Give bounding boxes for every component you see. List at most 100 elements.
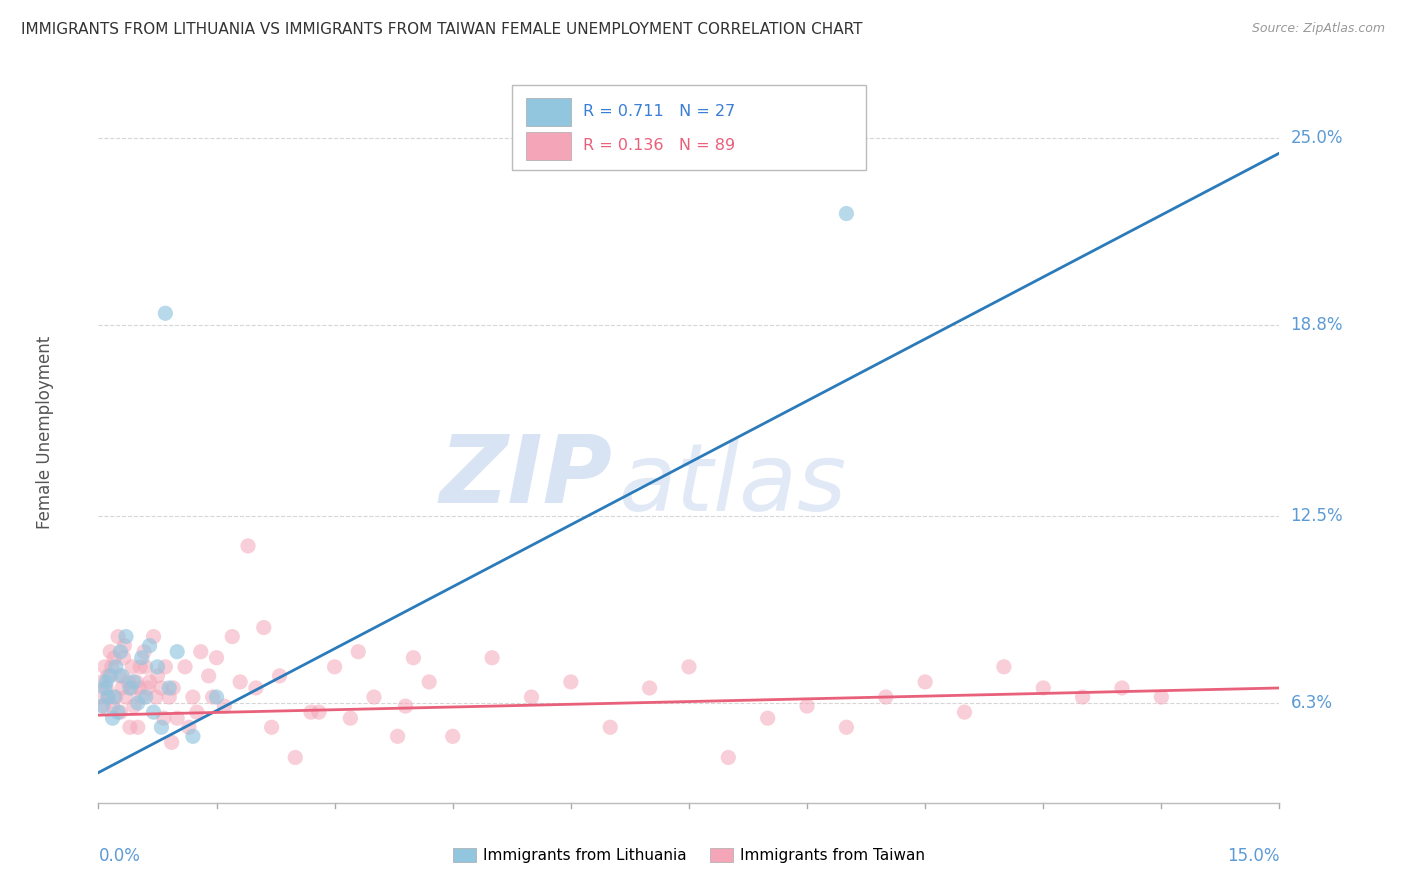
Point	[993, 660, 1015, 674]
Point	[91, 699, 114, 714]
Point	[387, 729, 409, 743]
Point	[110, 705, 132, 719]
Point	[157, 690, 180, 704]
Point	[103, 690, 125, 704]
Text: Female Unemployment: Female Unemployment	[37, 336, 55, 529]
Point	[135, 660, 157, 674]
Point	[121, 660, 143, 674]
Point	[347, 645, 370, 659]
Point	[112, 650, 135, 665]
Point	[110, 645, 132, 659]
FancyBboxPatch shape	[526, 98, 571, 126]
Point	[253, 621, 276, 635]
Point	[181, 690, 204, 704]
Point	[138, 674, 160, 689]
Point	[174, 660, 197, 674]
Point	[131, 650, 153, 665]
Point	[93, 660, 115, 674]
Point	[201, 690, 224, 704]
Point	[323, 660, 346, 674]
Point	[138, 639, 160, 653]
Point	[756, 711, 779, 725]
Point	[128, 681, 150, 695]
Point	[155, 306, 177, 320]
Point	[155, 660, 177, 674]
Point	[98, 645, 121, 659]
Point	[127, 720, 149, 734]
Point	[97, 690, 120, 704]
Point	[122, 674, 145, 689]
Point	[1032, 681, 1054, 695]
Point	[136, 681, 159, 695]
Point	[229, 674, 252, 689]
Point	[166, 711, 188, 725]
Point	[835, 720, 858, 734]
Point	[111, 669, 134, 683]
Text: atlas: atlas	[619, 439, 846, 530]
Point	[363, 690, 385, 704]
Text: 15.0%: 15.0%	[1227, 847, 1279, 865]
Point	[599, 720, 621, 734]
Point	[205, 650, 228, 665]
Point	[186, 705, 208, 719]
Point	[260, 720, 283, 734]
Point	[146, 660, 169, 674]
Point	[101, 699, 124, 714]
Point	[112, 639, 135, 653]
Text: 0.0%: 0.0%	[98, 847, 141, 865]
Point	[125, 674, 148, 689]
Point	[717, 750, 740, 764]
Point	[101, 711, 124, 725]
FancyBboxPatch shape	[526, 132, 571, 160]
Point	[205, 690, 228, 704]
Point	[177, 720, 200, 734]
Point	[103, 650, 125, 665]
Point	[835, 206, 858, 220]
Point	[96, 681, 118, 695]
Point	[142, 705, 165, 719]
Point	[308, 705, 330, 719]
Point	[131, 690, 153, 704]
Point	[1111, 681, 1133, 695]
Point	[284, 750, 307, 764]
Point	[402, 650, 425, 665]
Text: IMMIGRANTS FROM LITHUANIA VS IMMIGRANTS FROM TAIWAN FEMALE UNEMPLOYMENT CORRELAT: IMMIGRANTS FROM LITHUANIA VS IMMIGRANTS …	[21, 22, 863, 37]
Point	[101, 660, 124, 674]
Legend: Immigrants from Lithuania, Immigrants from Taiwan: Immigrants from Lithuania, Immigrants fr…	[447, 842, 931, 869]
Point	[107, 705, 129, 719]
Point	[162, 681, 184, 695]
Text: 25.0%: 25.0%	[1291, 129, 1343, 147]
Text: R = 0.136   N = 89: R = 0.136 N = 89	[582, 138, 735, 153]
Point	[875, 690, 897, 704]
Point	[96, 674, 118, 689]
Point	[145, 690, 167, 704]
Point	[122, 699, 145, 714]
Point	[1071, 690, 1094, 704]
Point	[104, 690, 127, 704]
Point	[914, 674, 936, 689]
Point	[98, 669, 121, 683]
Point	[118, 681, 141, 695]
Point	[160, 735, 183, 749]
Text: R = 0.711   N = 27: R = 0.711 N = 27	[582, 104, 735, 120]
Point	[127, 696, 149, 710]
Point	[269, 669, 291, 683]
Point	[111, 681, 134, 695]
Text: 18.8%: 18.8%	[1291, 317, 1343, 334]
Point	[93, 681, 115, 695]
Point	[299, 705, 322, 719]
Point	[520, 690, 543, 704]
Point	[638, 681, 661, 695]
Text: 12.5%: 12.5%	[1291, 507, 1343, 524]
Point	[418, 674, 440, 689]
Point	[129, 660, 152, 674]
Point	[135, 690, 157, 704]
Point	[150, 720, 173, 734]
Point	[108, 669, 131, 683]
Point	[245, 681, 267, 695]
Point	[481, 650, 503, 665]
Point	[678, 660, 700, 674]
Point	[146, 669, 169, 683]
FancyBboxPatch shape	[512, 85, 866, 169]
Point	[142, 630, 165, 644]
